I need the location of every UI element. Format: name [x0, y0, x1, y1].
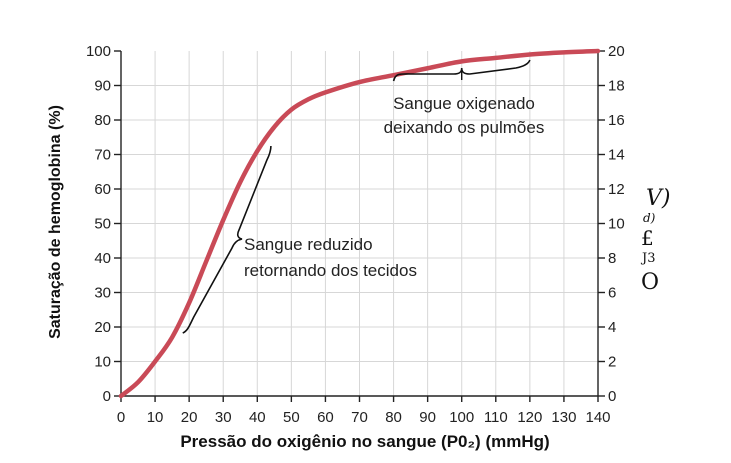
y-tick-label: 0 — [103, 388, 111, 405]
y-tick-label: 40 — [94, 250, 111, 267]
x-tick-label: 60 — [317, 409, 334, 426]
x-tick-label: 70 — [351, 409, 368, 426]
x-tick-label: 130 — [551, 409, 576, 426]
y2-side-glyph: O — [641, 270, 659, 295]
x-tick-label: 80 — [385, 409, 402, 426]
y2-side-glyph: J3 — [640, 251, 655, 266]
y-tick-label: 70 — [94, 147, 111, 164]
y2-tick-label: 6 — [608, 285, 616, 302]
y2-tick-label: 18 — [608, 78, 625, 95]
y-tick-label: 100 — [86, 43, 111, 60]
annotations: Sangue oxigenado deixando os pulmões Sangu… — [182, 59, 545, 334]
y-tick-label: 20 — [94, 319, 111, 336]
x-tick-label: 120 — [517, 409, 542, 426]
y-tick-label: 80 — [94, 112, 111, 129]
y2-tick-label: 0 — [608, 388, 616, 405]
x-tick-label: 50 — [283, 409, 300, 426]
x-tick-label: 140 — [585, 409, 610, 426]
y2-side-glyph: V) — [646, 186, 670, 211]
y-axis-title: Saturação de hemoglobina (%) — [47, 105, 64, 339]
axes: 0 10 20 30 40 50 60 70 80 90 100 0 2 4 6 8 10 12 14 16 18 20 0… — [86, 43, 671, 426]
y2-tick-label: 14 — [608, 147, 625, 164]
x-tick-label: 40 — [249, 409, 266, 426]
annotation-reduced-line2: retornando dos tecidos — [244, 261, 417, 280]
x-tick-label: 10 — [147, 409, 164, 426]
annotation-oxygenated-line1: Sangue oxigenado — [393, 94, 535, 113]
y2-side-glyph: £ — [641, 226, 654, 250]
x-tick-label: 30 — [215, 409, 232, 426]
y2-tick-label: 12 — [608, 181, 625, 198]
x-tick-label: 20 — [181, 409, 198, 426]
annotation-oxygenated-line2: deixando os pulmões — [384, 118, 545, 137]
curve-layer — [118, 48, 601, 399]
y-tick-label: 50 — [94, 216, 111, 233]
grid-lines — [121, 51, 598, 396]
y2-tick-label: 8 — [608, 250, 616, 267]
saturation-curve — [118, 48, 601, 399]
brace-reduced — [182, 145, 272, 334]
y2-side-glyph: d) — [643, 211, 656, 225]
y2-tick-label: 2 — [608, 354, 616, 371]
x-tick-label: 90 — [419, 409, 436, 426]
y-tick-label: 10 — [94, 354, 111, 371]
x-tick-label: 0 — [117, 409, 125, 426]
y2-tick-label: 10 — [608, 216, 625, 233]
y2-tick-label: 16 — [608, 112, 625, 129]
annotation-reduced-line1: Sangue reduzido — [244, 235, 373, 254]
y-tick-label: 30 — [94, 285, 111, 302]
y2-tick-label: 4 — [608, 319, 616, 336]
y-tick-label: 60 — [94, 181, 111, 198]
y-tick-label: 90 — [94, 78, 111, 95]
x-axis-title: Pressão do oxigênio no sangue (P0₂) (mmH… — [180, 432, 549, 451]
x-tick-label: 100 — [449, 409, 474, 426]
x-tick-label: 110 — [484, 409, 508, 426]
y2-tick-label: 20 — [608, 43, 625, 60]
